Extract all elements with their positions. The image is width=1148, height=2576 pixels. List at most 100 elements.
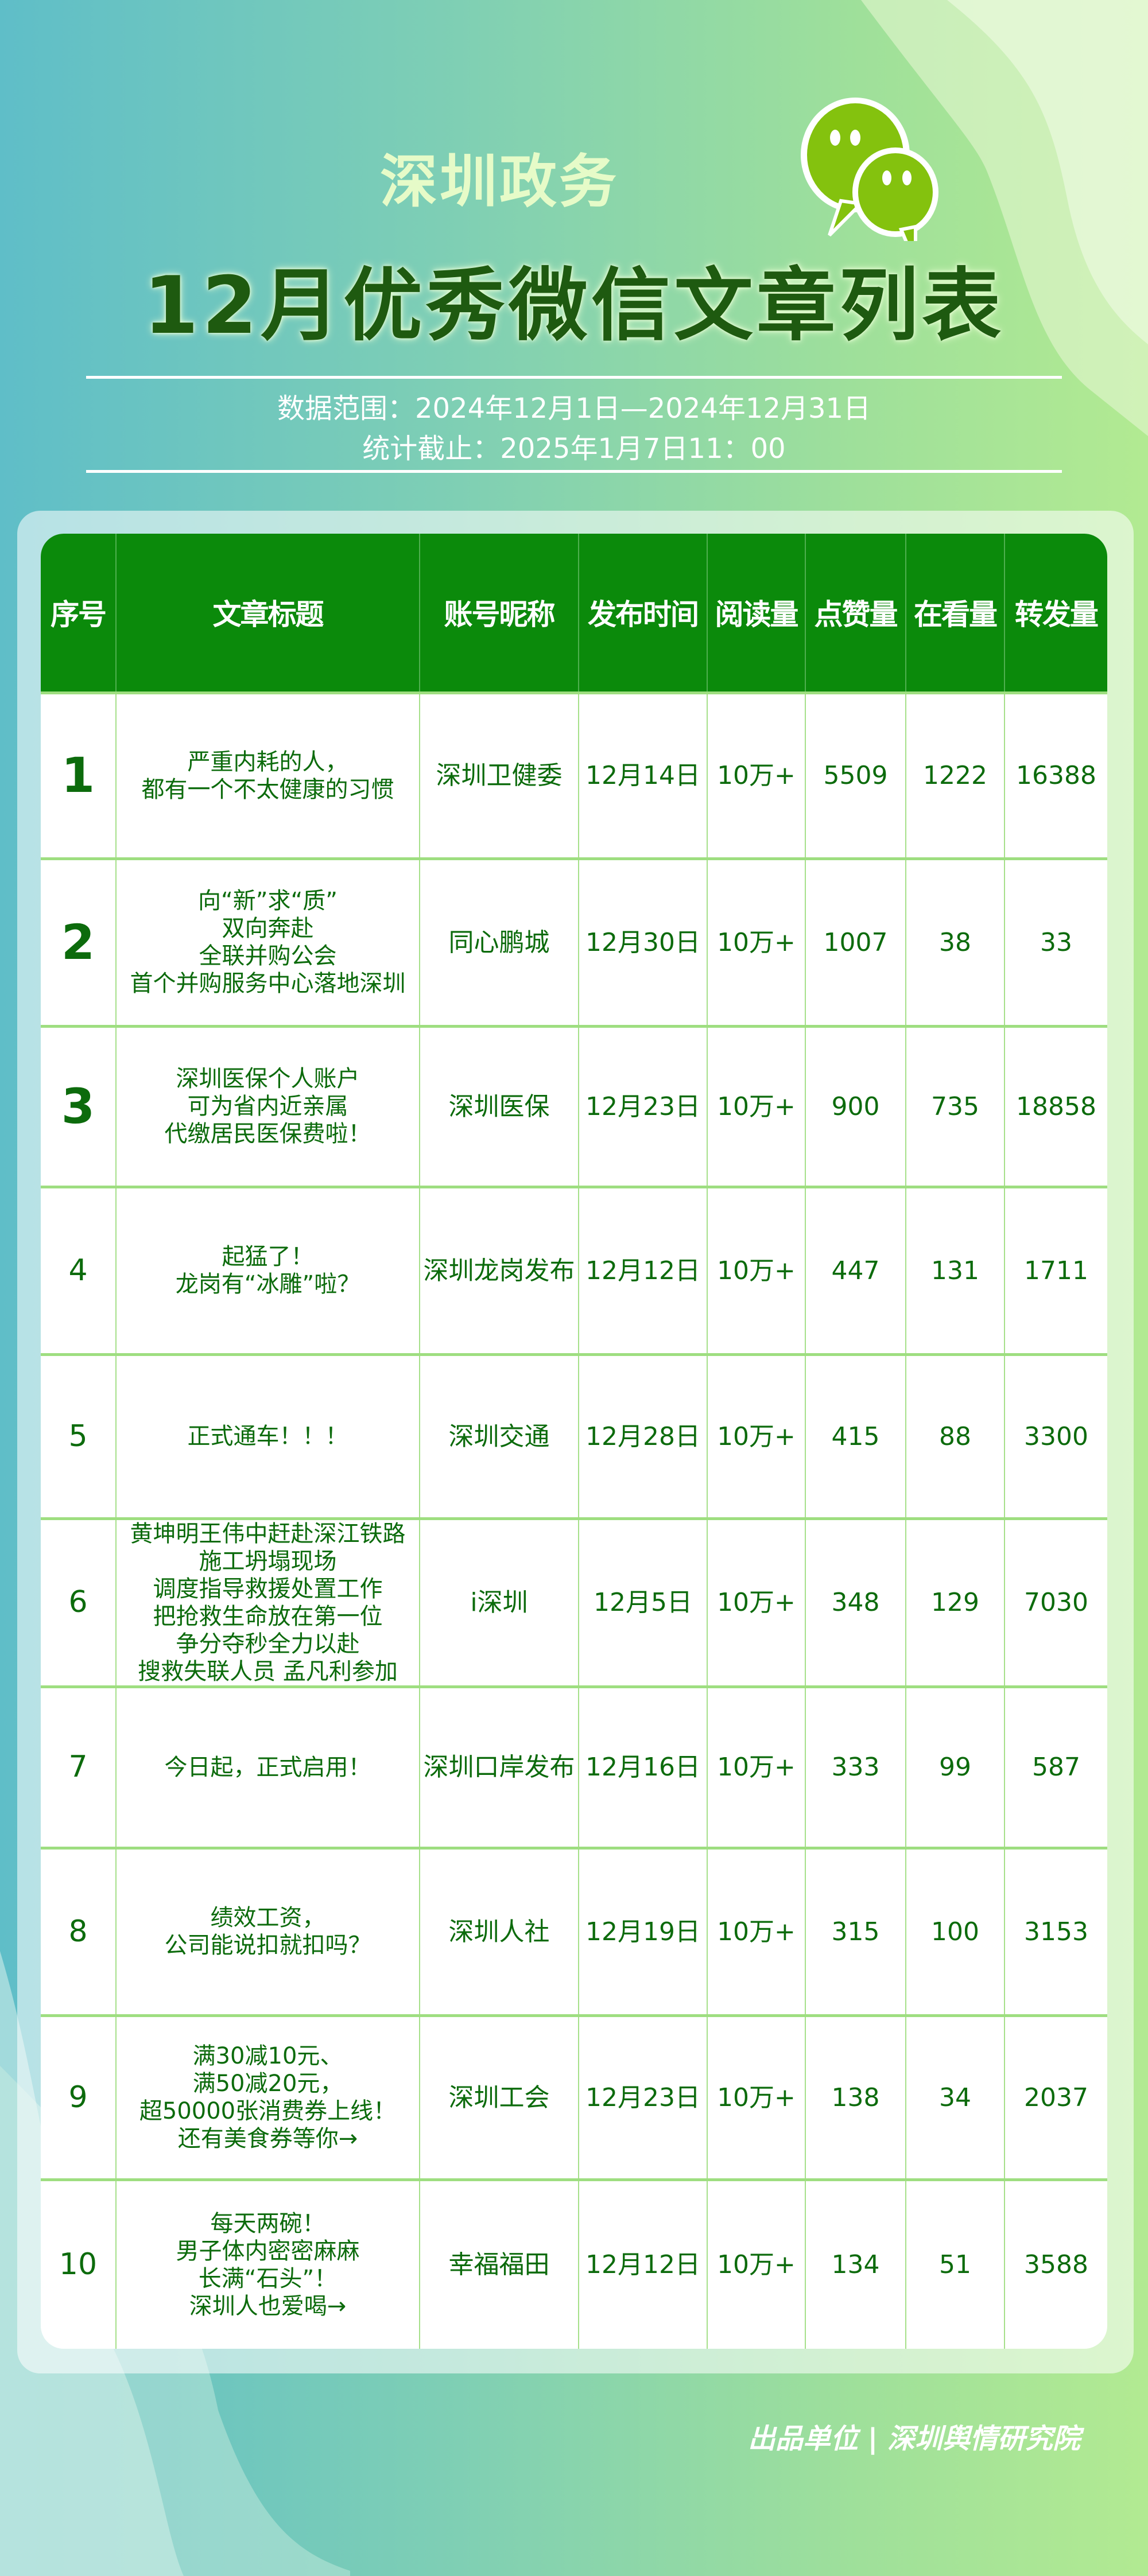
table-row: 5 正式通车！！！ 深圳交通 12月28日 10万+ 415 88 3300: [41, 1353, 1107, 1518]
title-cell: 深圳医保个人账户 可为省内近亲属 代缴居民医保费啦！: [115, 1024, 420, 1187]
likes-cell: 138: [805, 2014, 906, 2179]
reads-cell: 10万+: [707, 2014, 805, 2179]
brand-title: 深圳政务: [380, 148, 619, 215]
reads-cell: 10万+: [707, 691, 805, 858]
cutoff-time: 统计截止：2025年1月7日11：00: [362, 433, 786, 465]
account-cell: 深圳口岸发布: [419, 1685, 579, 1848]
likes-cell: 5509: [805, 691, 906, 858]
title-line: 深圳人也爱喝→: [189, 2293, 347, 2319]
views-cell: 129: [905, 1517, 1004, 1687]
shares-cell: 3300: [1004, 1353, 1107, 1518]
likes-cell: 134: [805, 2178, 906, 2349]
account-cell: 幸福福田: [419, 2178, 579, 2349]
views-cell: 99: [905, 1685, 1004, 1848]
account-cell: 深圳人社: [419, 1846, 579, 2015]
title-line: 今日起，正式启用！: [164, 1754, 371, 1781]
footer-credit: 出品单位 | 深圳舆情研究院: [748, 2423, 1080, 2455]
title-line: 把抢救生命放在第一位: [153, 1603, 383, 1630]
table-row: 4 起猛了！ 龙岗有“冰雕”啦？ 深圳龙岗发布 12月12日 10万+ 447 131 1711: [41, 1185, 1107, 1354]
shares-cell: 7030: [1004, 1517, 1107, 1687]
table-row: 2 向“新”求“质” 双向奔赴 全联并购公会 首个并购服务中心落地深圳 同心鹏城 12月30…: [41, 857, 1107, 1026]
title-cell: 正式通车！！！: [115, 1353, 420, 1518]
title-cell: 严重内耗的人， 都有一个不太健康的习惯: [115, 691, 420, 858]
shares-cell: 2037: [1004, 2014, 1107, 2179]
title-cell: 满30减10元、 满50减20元， 超50000张消费券上线！ 还有美食券等你→: [115, 2014, 420, 2179]
col-reads: 阅读量: [707, 534, 805, 693]
rank-cell: 8: [41, 1846, 116, 2015]
views-cell: 88: [905, 1353, 1004, 1518]
rank-cell: 9: [41, 2014, 116, 2179]
date-range: 数据范围：2024年12月1日—2024年12月31日: [277, 393, 871, 425]
shares-cell: 33: [1004, 857, 1107, 1026]
col-views: 在看量: [905, 534, 1004, 693]
account-cell: i深圳: [419, 1517, 579, 1687]
reads-cell: 10万+: [707, 1353, 805, 1518]
title-line: 代缴居民医保费啦！: [164, 1121, 371, 1147]
table-row: 1 严重内耗的人， 都有一个不太健康的习惯 深圳卫健委 12月14日 10万+ 5509 12…: [41, 691, 1107, 858]
table-row: 7 今日起，正式启用！ 深圳口岸发布 12月16日 10万+ 333 99 587: [41, 1685, 1107, 1848]
title-line: 公司能说扣就扣吗？: [164, 1932, 371, 1959]
shares-cell: 587: [1004, 1685, 1107, 1848]
date-cell: 12月14日: [578, 691, 707, 858]
title-line: 都有一个不太健康的习惯: [141, 776, 394, 803]
title-line: 黄坤明王伟中赶赴深江铁路: [130, 1520, 406, 1547]
col-rank: 序号: [41, 534, 116, 693]
title-line: 严重内耗的人，: [187, 748, 348, 775]
reads-cell: 10万+: [707, 1846, 805, 2015]
likes-cell: 1007: [805, 857, 906, 1026]
title-line: 每天两碗！: [210, 2210, 325, 2237]
account-cell: 深圳卫健委: [419, 691, 579, 858]
title-line: 正式通车！！！: [187, 1423, 348, 1450]
col-likes: 点赞量: [805, 534, 906, 693]
shares-cell: 3153: [1004, 1846, 1107, 2015]
rank-cell: 5: [41, 1353, 116, 1518]
title-line: 还有美食券等你→: [177, 2126, 358, 2152]
likes-cell: 415: [805, 1353, 906, 1518]
table-row: 9 满30减10元、 满50减20元， 超50000张消费券上线！ 还有美食券等你→ 深圳…: [41, 2014, 1107, 2179]
title-cell: 每天两碗！ 男子体内密密麻麻 长满“石头”！ 深圳人也爱喝→: [115, 2178, 420, 2349]
shares-cell: 18858: [1004, 1024, 1107, 1187]
title-cell: 绩效工资， 公司能说扣就扣吗？: [115, 1846, 420, 2015]
rank-cell: 2: [41, 857, 116, 1026]
title-line: 争分夺秒全力以赴: [176, 1630, 360, 1657]
account-cell: 深圳龙岗发布: [419, 1185, 579, 1354]
title-line: 调度指导救援处置工作: [153, 1575, 383, 1602]
col-shares: 转发量: [1004, 534, 1107, 693]
likes-cell: 315: [805, 1846, 906, 2015]
likes-cell: 900: [805, 1024, 906, 1187]
title-line: 深圳医保个人账户: [176, 1066, 360, 1092]
account-cell: 深圳医保: [419, 1024, 579, 1187]
reads-cell: 10万+: [707, 1185, 805, 1354]
table-row: 3 深圳医保个人账户 可为省内近亲属 代缴居民医保费啦！ 深圳医保 12月23日 10万+ 9…: [41, 1024, 1107, 1187]
date-cell: 12月16日: [578, 1685, 707, 1848]
reads-cell: 10万+: [707, 1685, 805, 1848]
account-cell: 深圳交通: [419, 1353, 579, 1518]
title-line: 向“新”求“质”: [198, 888, 338, 914]
rank-cell: 1: [41, 691, 116, 858]
table-row: 6 黄坤明王伟中赶赴深江铁路 施工坍塌现场 调度指导救援处置工作 把抢救生命放在第一位争…: [41, 1517, 1107, 1687]
rank-cell: 6: [41, 1517, 116, 1687]
title-line: 施工坍塌现场: [199, 1548, 337, 1575]
title-line: 满50减20元，: [192, 2070, 343, 2097]
title-line: 起猛了！: [222, 1244, 314, 1270]
date-cell: 12月23日: [578, 1024, 707, 1187]
reads-cell: 10万+: [707, 2178, 805, 2349]
views-cell: 51: [905, 2178, 1004, 2349]
title-cell: 向“新”求“质” 双向奔赴 全联并购公会 首个并购服务中心落地深圳: [115, 857, 420, 1026]
rank-cell: 7: [41, 1685, 116, 1848]
title-line: 可为省内近亲属: [187, 1093, 348, 1120]
divider: [86, 470, 1062, 473]
title-line: 满30减10元、: [192, 2043, 343, 2069]
title-line: 龙岗有“冰雕”啦？: [175, 1271, 360, 1297]
views-cell: 38: [905, 857, 1004, 1026]
reads-cell: 10万+: [707, 857, 805, 1026]
shares-cell: 1711: [1004, 1185, 1107, 1354]
date-cell: 12月12日: [578, 1185, 707, 1354]
likes-cell: 447: [805, 1185, 906, 1354]
title-line: 搜救失联人员 孟凡利参加: [138, 1658, 398, 1685]
date-cell: 12月30日: [578, 857, 707, 1026]
date-cell: 12月12日: [578, 2178, 707, 2349]
date-cell: 12月5日: [578, 1517, 707, 1687]
col-title: 文章标题: [115, 534, 420, 693]
title-line: 双向奔赴: [222, 915, 314, 942]
